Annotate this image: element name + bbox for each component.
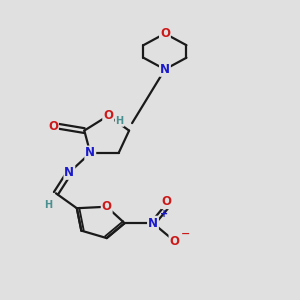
- Text: H: H: [116, 116, 124, 126]
- Text: N: N: [64, 166, 74, 179]
- Text: +: +: [160, 209, 168, 219]
- Text: O: O: [102, 200, 112, 213]
- Text: O: O: [161, 195, 171, 208]
- Text: N: N: [85, 146, 95, 160]
- Text: O: O: [169, 235, 179, 248]
- Text: O: O: [48, 120, 58, 133]
- Text: O: O: [160, 27, 170, 40]
- Text: O: O: [103, 109, 113, 122]
- Text: H: H: [44, 200, 52, 210]
- Text: N: N: [148, 217, 158, 230]
- Text: −: −: [181, 229, 190, 238]
- Text: N: N: [160, 63, 170, 76]
